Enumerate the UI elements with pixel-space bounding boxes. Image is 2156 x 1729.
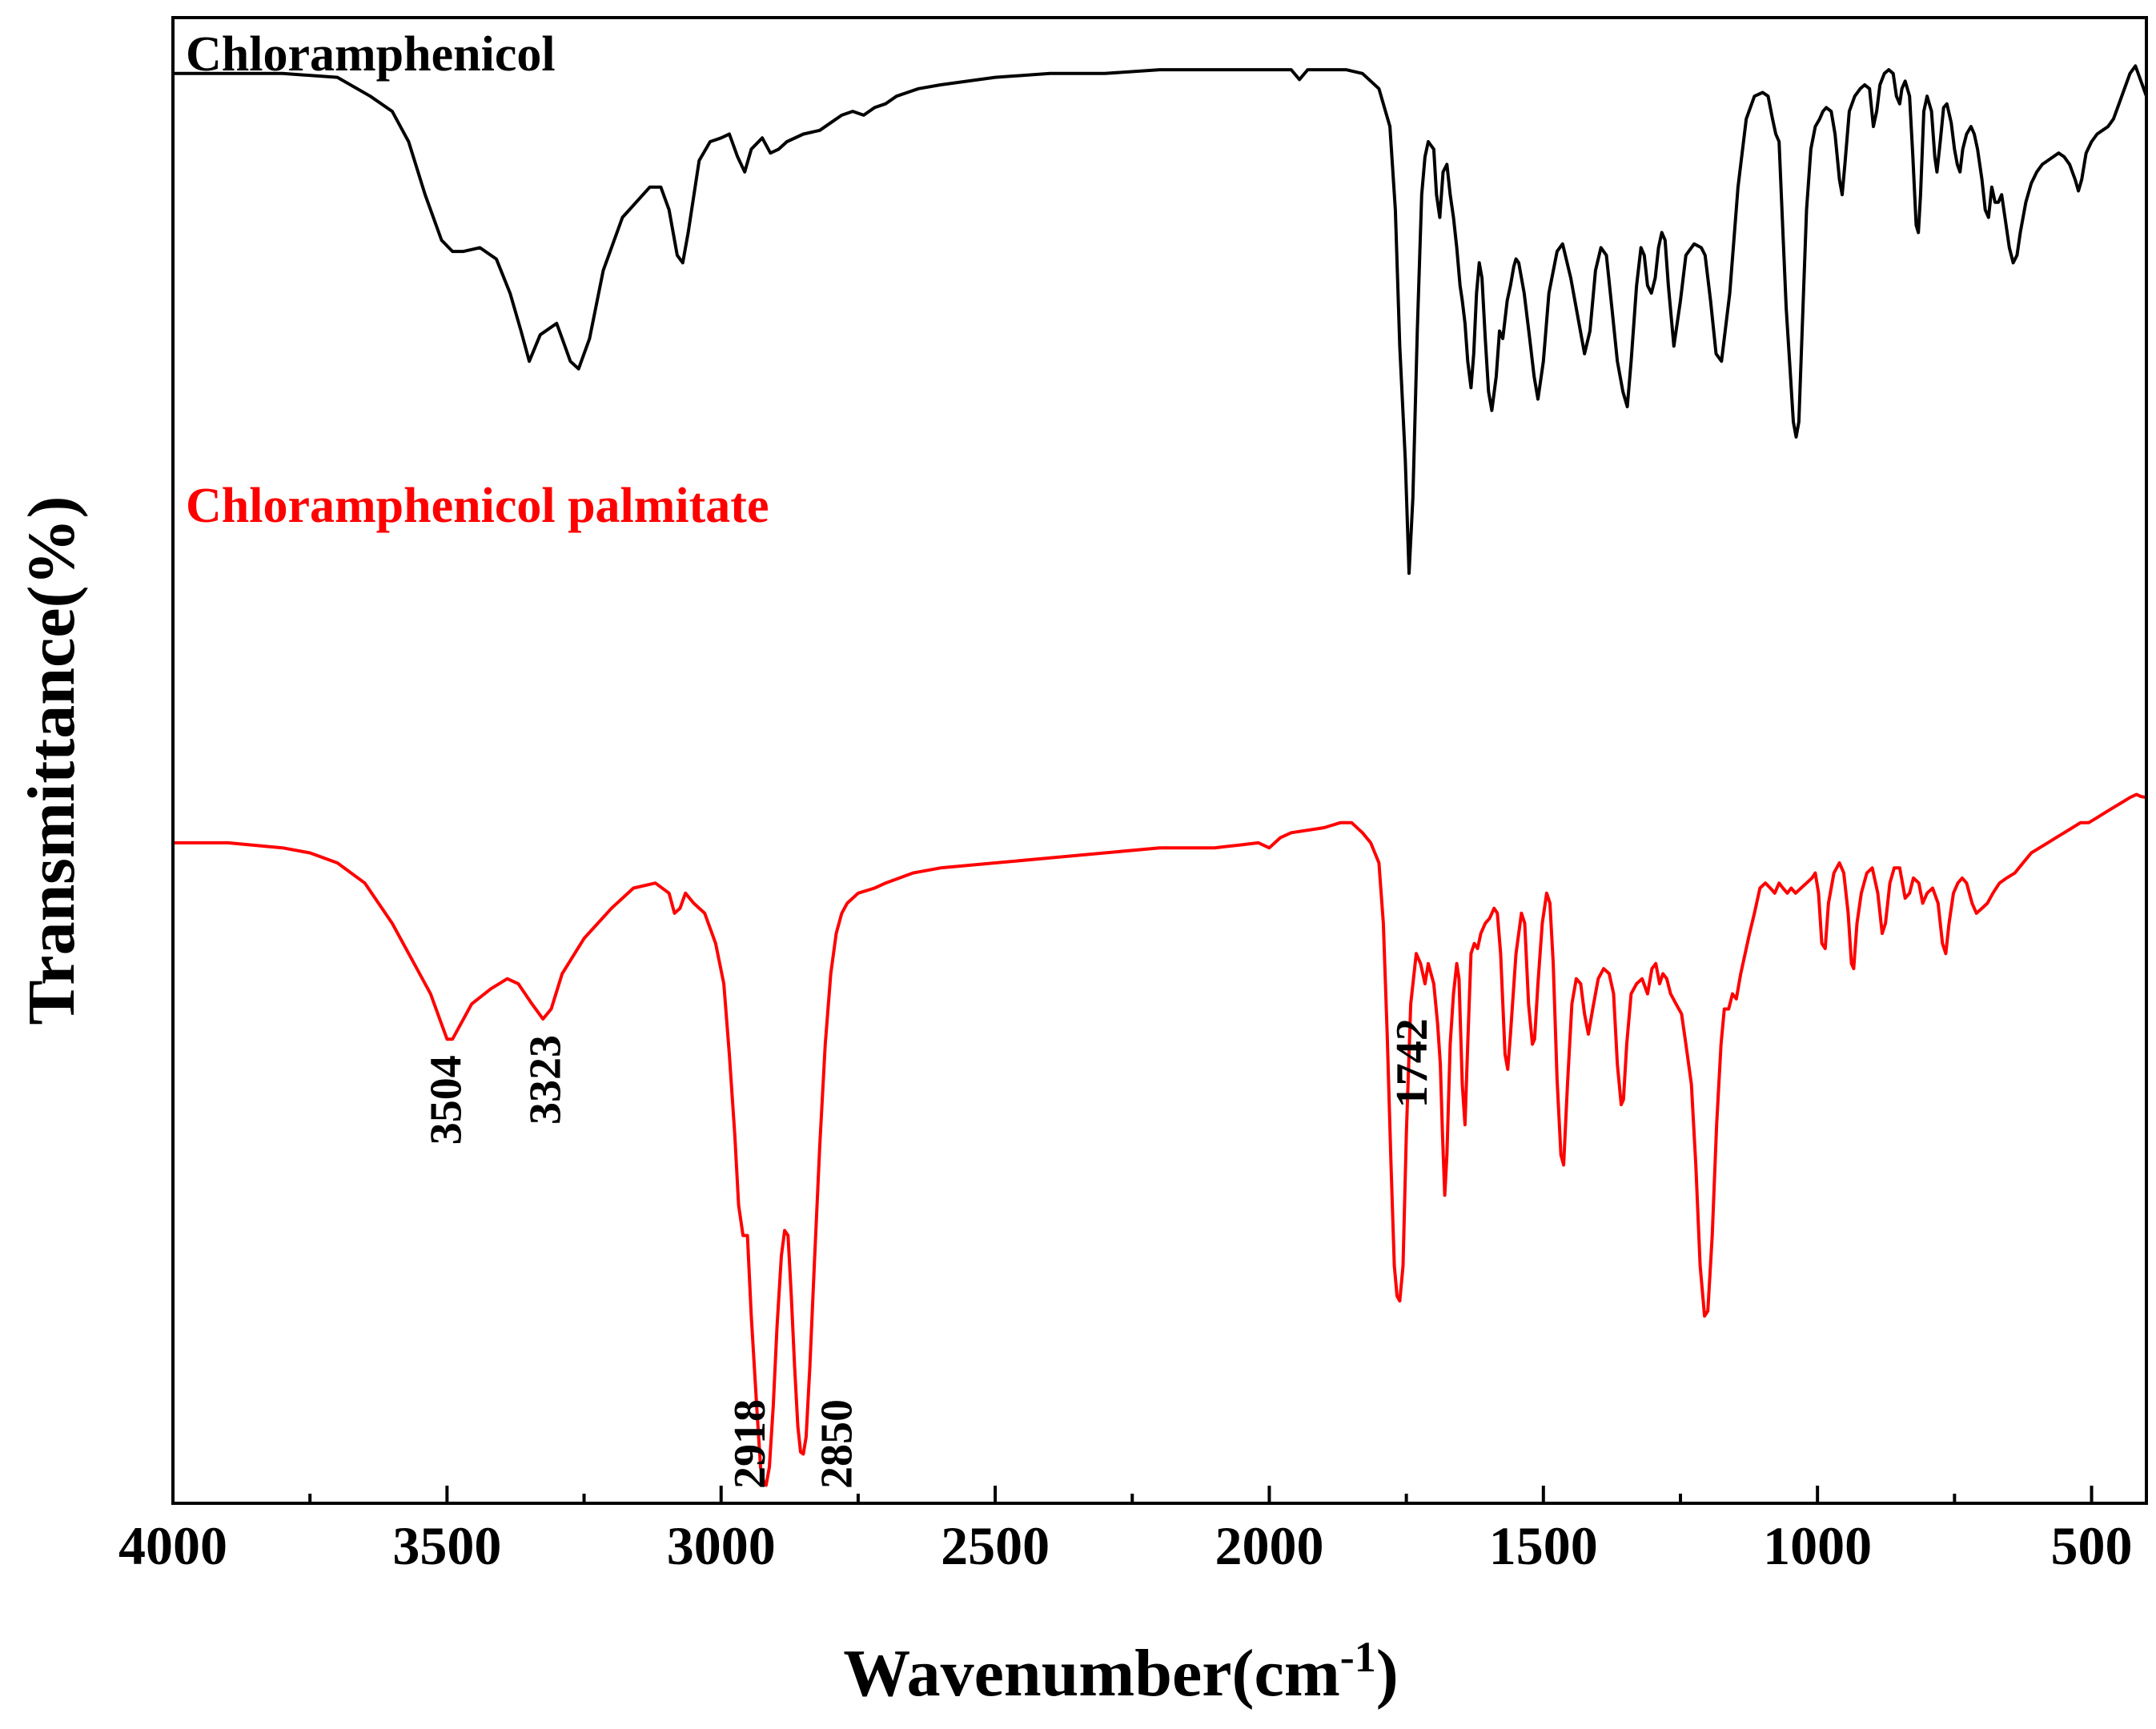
series-label-chloramphenicol-palmitate: Chloramphenicol palmitate: [186, 479, 769, 533]
x-axis-title: Wavenumber(cm-1): [843, 1633, 1399, 1711]
peak-label-3504: 3504: [422, 1055, 472, 1145]
series-line-chloramphenicol: [173, 64, 2146, 576]
x-tick-label: 2500: [941, 1515, 1050, 1576]
peak-label-1742: 1742: [1387, 1018, 1437, 1108]
plot-frame: [171, 16, 2148, 1505]
series-label-chloramphenicol: Chloramphenicol: [186, 27, 556, 82]
peak-label-2918: 2918: [725, 1399, 775, 1489]
x-tick-label: 4000: [118, 1515, 227, 1576]
y-axis-title: Transmittance(%): [14, 496, 89, 1025]
x-tick-label: 500: [2051, 1515, 2133, 1576]
x-axis-title-close: ): [1376, 1636, 1399, 1711]
x-tick-label: 1000: [1763, 1515, 1872, 1576]
x-tick-label: 2000: [1215, 1515, 1323, 1576]
series-line-chloramphenicol-palmitate: [173, 792, 2146, 1487]
x-tick-label: 3500: [392, 1515, 501, 1576]
x-tick-label: 3000: [667, 1515, 776, 1576]
x-axis-title-superscript: -1: [1340, 1633, 1376, 1681]
x-axis-title-main: Wavenumber(cm: [843, 1636, 1340, 1711]
peak-label-2850: 2850: [812, 1399, 861, 1489]
x-tick-label: 1500: [1489, 1515, 1598, 1576]
peak-label-3323: 3323: [521, 1035, 571, 1125]
